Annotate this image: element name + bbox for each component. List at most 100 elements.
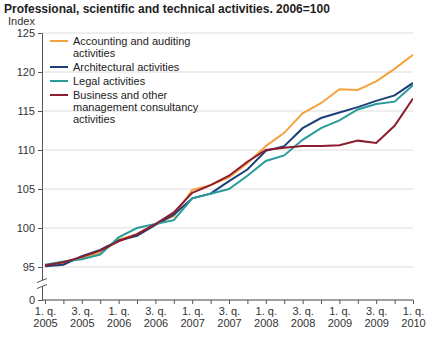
y-tick-label: 95	[23, 261, 35, 273]
x-tick: 1. q.2006	[107, 300, 131, 329]
legend-label: Architectural activities	[73, 61, 180, 73]
x-tick: 1. q.2008	[254, 300, 278, 329]
x-tick: 1. q.2005	[33, 300, 57, 329]
x-tick-label: 1. q.2005	[33, 305, 57, 330]
y-tick-mark	[38, 189, 42, 190]
x-tick	[247, 300, 248, 304]
y-tick-label: 125	[17, 27, 35, 39]
x-tick: 1. q.2007	[180, 300, 204, 329]
x-tick: 3. q.2006	[144, 300, 168, 329]
grid-line	[42, 300, 413, 301]
x-tick-mark	[82, 300, 83, 304]
x-tick-mark	[100, 300, 101, 304]
series-line	[45, 55, 413, 266]
grid-line	[42, 33, 413, 34]
x-tick-mark	[45, 300, 46, 304]
x-tick-mark	[395, 300, 396, 304]
legend: Accounting and auditingactivities Archite…	[50, 35, 199, 125]
x-tick-mark	[119, 300, 120, 304]
x-tick-mark	[63, 300, 64, 304]
series-line	[45, 85, 413, 264]
x-tick-mark	[211, 300, 212, 304]
y-tick-label: 115	[17, 105, 35, 117]
legend-swatch	[50, 94, 68, 96]
y-tick-label: 105	[17, 183, 35, 195]
x-tick-mark	[137, 300, 138, 304]
x-tick	[137, 300, 138, 304]
x-tick-label: 3. q.2006	[144, 305, 168, 330]
y-tick-mark	[38, 111, 42, 112]
y-tick-label: 110	[17, 144, 35, 156]
x-tick-mark	[247, 300, 248, 304]
x-tick	[63, 300, 64, 304]
x-tick-mark	[339, 300, 340, 304]
legend-swatch	[50, 80, 68, 82]
plot-lines	[45, 55, 413, 266]
axis-break-line	[37, 279, 47, 283]
x-tick	[395, 300, 396, 304]
y-tick: 125	[17, 27, 42, 39]
y-axis: 095100105110115120125	[17, 27, 43, 306]
grid-line	[42, 150, 413, 151]
y-tick-mark	[38, 267, 42, 268]
y-axis-title: Index	[8, 15, 35, 27]
legend-item: Architectural activities	[50, 61, 180, 73]
x-tick-mark	[155, 300, 156, 304]
x-tick-label: 3. q.2008	[291, 305, 315, 330]
y-tick: 115	[17, 105, 42, 117]
x-tick-label: 1. q.2007	[180, 305, 204, 330]
x-tick-label: 1. q.2006	[107, 305, 131, 330]
x-tick-mark	[303, 300, 304, 304]
series-line	[45, 83, 413, 266]
y-tick-mark	[38, 228, 42, 229]
x-tick: 1. q.2010	[401, 300, 425, 329]
x-tick: 3. q.2007	[217, 300, 241, 329]
x-tick-mark	[174, 300, 175, 304]
title: Professional, scientific and technical a…	[4, 2, 330, 16]
grid-line	[42, 228, 413, 229]
x-axis-line	[42, 300, 413, 301]
x-tick	[100, 300, 101, 304]
grid	[42, 33, 413, 300]
x-tick-label: 3. q.2009	[364, 305, 388, 330]
x-tick	[321, 300, 322, 304]
legend-swatch	[50, 66, 68, 68]
x-tick-mark	[192, 300, 193, 304]
x-tick	[174, 300, 175, 304]
series-line	[45, 99, 413, 266]
x-tick-mark	[266, 300, 267, 304]
chart: Professional, scientific and technical a…	[0, 0, 427, 342]
y-tick-mark	[38, 33, 42, 34]
y-tick: 100	[17, 222, 42, 234]
x-tick: 1. q.2009	[328, 300, 352, 329]
x-tick-mark	[376, 300, 377, 304]
axis-break	[37, 279, 47, 289]
x-tick: 3. q.2005	[70, 300, 94, 329]
y-axis-line	[38, 34, 43, 301]
y-tick-mark	[38, 300, 42, 301]
y-tick: 120	[17, 66, 42, 78]
grid-line	[42, 267, 413, 268]
x-tick-mark	[321, 300, 322, 304]
y-tick-label: 120	[17, 66, 35, 78]
x-tick: 3. q.2008	[291, 300, 315, 329]
x-tick-mark	[229, 300, 230, 304]
x-tick-label: 1. q.2010	[401, 305, 425, 330]
axis-break-line	[37, 285, 47, 289]
x-tick: 3. q.2009	[364, 300, 388, 329]
legend-item: Accounting and auditingactivities	[50, 35, 190, 59]
legend-label: Legal activities	[73, 75, 146, 87]
x-tick-mark	[284, 300, 285, 304]
x-tick-label: 3. q.2007	[217, 305, 241, 330]
legend-item: Legal activities	[50, 75, 146, 87]
y-tick: 95	[23, 261, 42, 273]
x-tick-label: 1. q.2008	[254, 305, 278, 330]
x-tick	[284, 300, 285, 304]
y-tick-mark	[38, 150, 42, 151]
x-tick-label: 1. q.2009	[328, 305, 352, 330]
x-tick-mark	[413, 300, 414, 304]
legend-item: Business and othermanagement consultancy…	[50, 89, 199, 125]
x-tick	[358, 300, 359, 304]
y-tick: 110	[17, 144, 42, 156]
x-tick-mark	[358, 300, 359, 304]
